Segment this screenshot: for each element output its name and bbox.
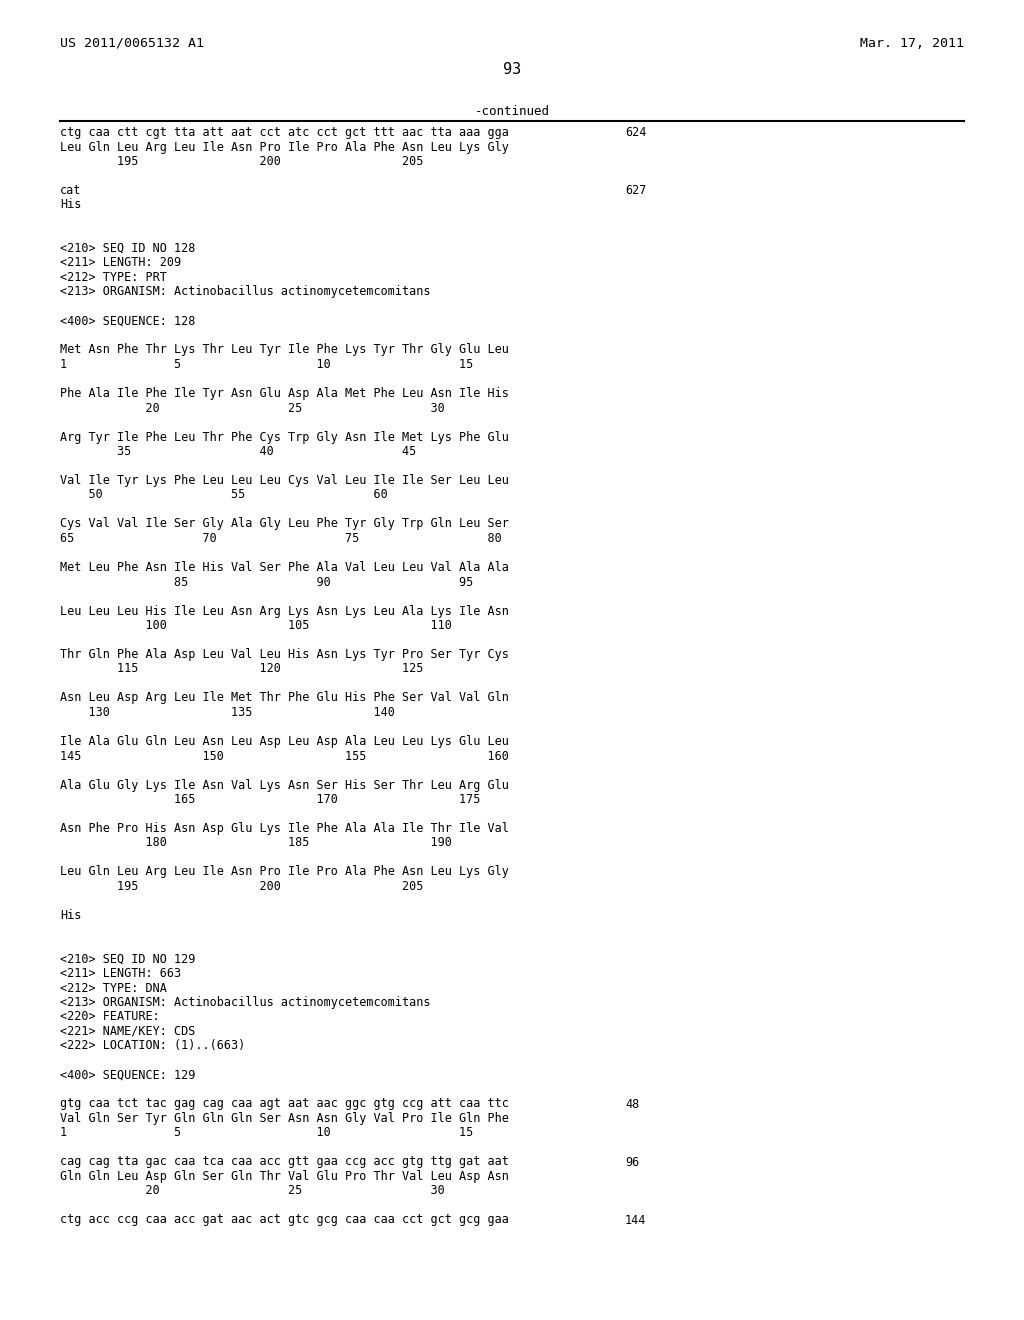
Text: <222> LOCATION: (1)..(663): <222> LOCATION: (1)..(663) xyxy=(60,1040,246,1052)
Text: <211> LENGTH: 663: <211> LENGTH: 663 xyxy=(60,968,181,979)
Text: <212> TYPE: PRT: <212> TYPE: PRT xyxy=(60,271,167,284)
Text: 100                 105                 110: 100 105 110 xyxy=(60,619,452,632)
Text: 115                 120                 125: 115 120 125 xyxy=(60,663,423,676)
Text: <400> SEQUENCE: 129: <400> SEQUENCE: 129 xyxy=(60,1068,196,1081)
Text: His: His xyxy=(60,909,81,921)
Text: 20                  25                  30: 20 25 30 xyxy=(60,401,444,414)
Text: 65                  70                  75                  80: 65 70 75 80 xyxy=(60,532,502,545)
Text: Leu Gln Leu Arg Leu Ile Asn Pro Ile Pro Ala Phe Asn Leu Lys Gly: Leu Gln Leu Arg Leu Ile Asn Pro Ile Pro … xyxy=(60,866,509,879)
Text: <221> NAME/KEY: CDS: <221> NAME/KEY: CDS xyxy=(60,1026,196,1038)
Text: Arg Tyr Ile Phe Leu Thr Phe Cys Trp Gly Asn Ile Met Lys Phe Glu: Arg Tyr Ile Phe Leu Thr Phe Cys Trp Gly … xyxy=(60,430,509,444)
Text: 130                 135                 140: 130 135 140 xyxy=(60,706,395,719)
Text: Val Gln Ser Tyr Gln Gln Gln Ser Asn Asn Gly Val Pro Ile Gln Phe: Val Gln Ser Tyr Gln Gln Gln Ser Asn Asn … xyxy=(60,1111,509,1125)
Text: Leu Gln Leu Arg Leu Ile Asn Pro Ile Pro Ala Phe Asn Leu Lys Gly: Leu Gln Leu Arg Leu Ile Asn Pro Ile Pro … xyxy=(60,140,509,153)
Text: <213> ORGANISM: Actinobacillus actinomycetemcomitans: <213> ORGANISM: Actinobacillus actinomyc… xyxy=(60,997,430,1008)
Text: His: His xyxy=(60,198,81,211)
Text: 93: 93 xyxy=(503,62,521,77)
Text: cag cag tta gac caa tca caa acc gtt gaa ccg acc gtg ttg gat aat: cag cag tta gac caa tca caa acc gtt gaa … xyxy=(60,1155,509,1168)
Text: Met Asn Phe Thr Lys Thr Leu Tyr Ile Phe Lys Tyr Thr Gly Glu Leu: Met Asn Phe Thr Lys Thr Leu Tyr Ile Phe … xyxy=(60,343,509,356)
Text: Phe Ala Ile Phe Ile Tyr Asn Glu Asp Ala Met Phe Leu Asn Ile His: Phe Ala Ile Phe Ile Tyr Asn Glu Asp Ala … xyxy=(60,387,509,400)
Text: Asn Phe Pro His Asn Asp Glu Lys Ile Phe Ala Ala Ile Thr Ile Val: Asn Phe Pro His Asn Asp Glu Lys Ile Phe … xyxy=(60,822,509,836)
Text: <210> SEQ ID NO 128: <210> SEQ ID NO 128 xyxy=(60,242,196,255)
Text: ctg caa ctt cgt tta att aat cct atc cct gct ttt aac tta aaa gga: ctg caa ctt cgt tta att aat cct atc cct … xyxy=(60,125,509,139)
Text: Cys Val Val Ile Ser Gly Ala Gly Leu Phe Tyr Gly Trp Gln Leu Ser: Cys Val Val Ile Ser Gly Ala Gly Leu Phe … xyxy=(60,517,509,531)
Text: <211> LENGTH: 209: <211> LENGTH: 209 xyxy=(60,256,181,269)
Text: <400> SEQUENCE: 128: <400> SEQUENCE: 128 xyxy=(60,314,196,327)
Text: ctg acc ccg caa acc gat aac act gtc gcg caa caa cct gct gcg gaa: ctg acc ccg caa acc gat aac act gtc gcg … xyxy=(60,1213,509,1226)
Text: US 2011/0065132 A1: US 2011/0065132 A1 xyxy=(60,37,204,50)
Text: Gln Gln Leu Asp Gln Ser Gln Thr Val Glu Pro Thr Val Leu Asp Asn: Gln Gln Leu Asp Gln Ser Gln Thr Val Glu … xyxy=(60,1170,509,1183)
Text: 180                 185                 190: 180 185 190 xyxy=(60,837,452,850)
Text: Asn Leu Asp Arg Leu Ile Met Thr Phe Glu His Phe Ser Val Val Gln: Asn Leu Asp Arg Leu Ile Met Thr Phe Glu … xyxy=(60,692,509,705)
Text: 627: 627 xyxy=(625,183,646,197)
Text: Ile Ala Glu Gln Leu Asn Leu Asp Leu Asp Ala Leu Leu Lys Glu Leu: Ile Ala Glu Gln Leu Asn Leu Asp Leu Asp … xyxy=(60,735,509,748)
Text: 165                 170                 175: 165 170 175 xyxy=(60,793,480,807)
Text: <213> ORGANISM: Actinobacillus actinomycetemcomitans: <213> ORGANISM: Actinobacillus actinomyc… xyxy=(60,285,430,298)
Text: -continued: -continued xyxy=(474,106,550,117)
Text: 1               5                   10                  15: 1 5 10 15 xyxy=(60,358,473,371)
Text: 195                 200                 205: 195 200 205 xyxy=(60,154,423,168)
Text: 1               5                   10                  15: 1 5 10 15 xyxy=(60,1126,473,1139)
Text: Mar. 17, 2011: Mar. 17, 2011 xyxy=(860,37,964,50)
Text: Ala Glu Gly Lys Ile Asn Val Lys Asn Ser His Ser Thr Leu Arg Glu: Ala Glu Gly Lys Ile Asn Val Lys Asn Ser … xyxy=(60,779,509,792)
Text: Leu Leu Leu His Ile Leu Asn Arg Lys Asn Lys Leu Ala Lys Ile Asn: Leu Leu Leu His Ile Leu Asn Arg Lys Asn … xyxy=(60,605,509,618)
Text: 85                  90                  95: 85 90 95 xyxy=(60,576,473,589)
Text: 20                  25                  30: 20 25 30 xyxy=(60,1184,444,1197)
Text: 144: 144 xyxy=(625,1213,646,1226)
Text: gtg caa tct tac gag cag caa agt aat aac ggc gtg ccg att caa ttc: gtg caa tct tac gag cag caa agt aat aac … xyxy=(60,1097,509,1110)
Text: 195                 200                 205: 195 200 205 xyxy=(60,880,423,894)
Text: 624: 624 xyxy=(625,125,646,139)
Text: <210> SEQ ID NO 129: <210> SEQ ID NO 129 xyxy=(60,953,196,965)
Text: cat: cat xyxy=(60,183,81,197)
Text: Thr Gln Phe Ala Asp Leu Val Leu His Asn Lys Tyr Pro Ser Tyr Cys: Thr Gln Phe Ala Asp Leu Val Leu His Asn … xyxy=(60,648,509,661)
Text: 35                  40                  45: 35 40 45 xyxy=(60,445,416,458)
Text: 145                 150                 155                 160: 145 150 155 160 xyxy=(60,750,509,763)
Text: Val Ile Tyr Lys Phe Leu Leu Leu Cys Val Leu Ile Ile Ser Leu Leu: Val Ile Tyr Lys Phe Leu Leu Leu Cys Val … xyxy=(60,474,509,487)
Text: 50                  55                  60: 50 55 60 xyxy=(60,488,388,502)
Text: 96: 96 xyxy=(625,1155,639,1168)
Text: <212> TYPE: DNA: <212> TYPE: DNA xyxy=(60,982,167,994)
Text: Met Leu Phe Asn Ile His Val Ser Phe Ala Val Leu Leu Val Ala Ala: Met Leu Phe Asn Ile His Val Ser Phe Ala … xyxy=(60,561,509,574)
Text: <220> FEATURE:: <220> FEATURE: xyxy=(60,1011,160,1023)
Text: 48: 48 xyxy=(625,1097,639,1110)
